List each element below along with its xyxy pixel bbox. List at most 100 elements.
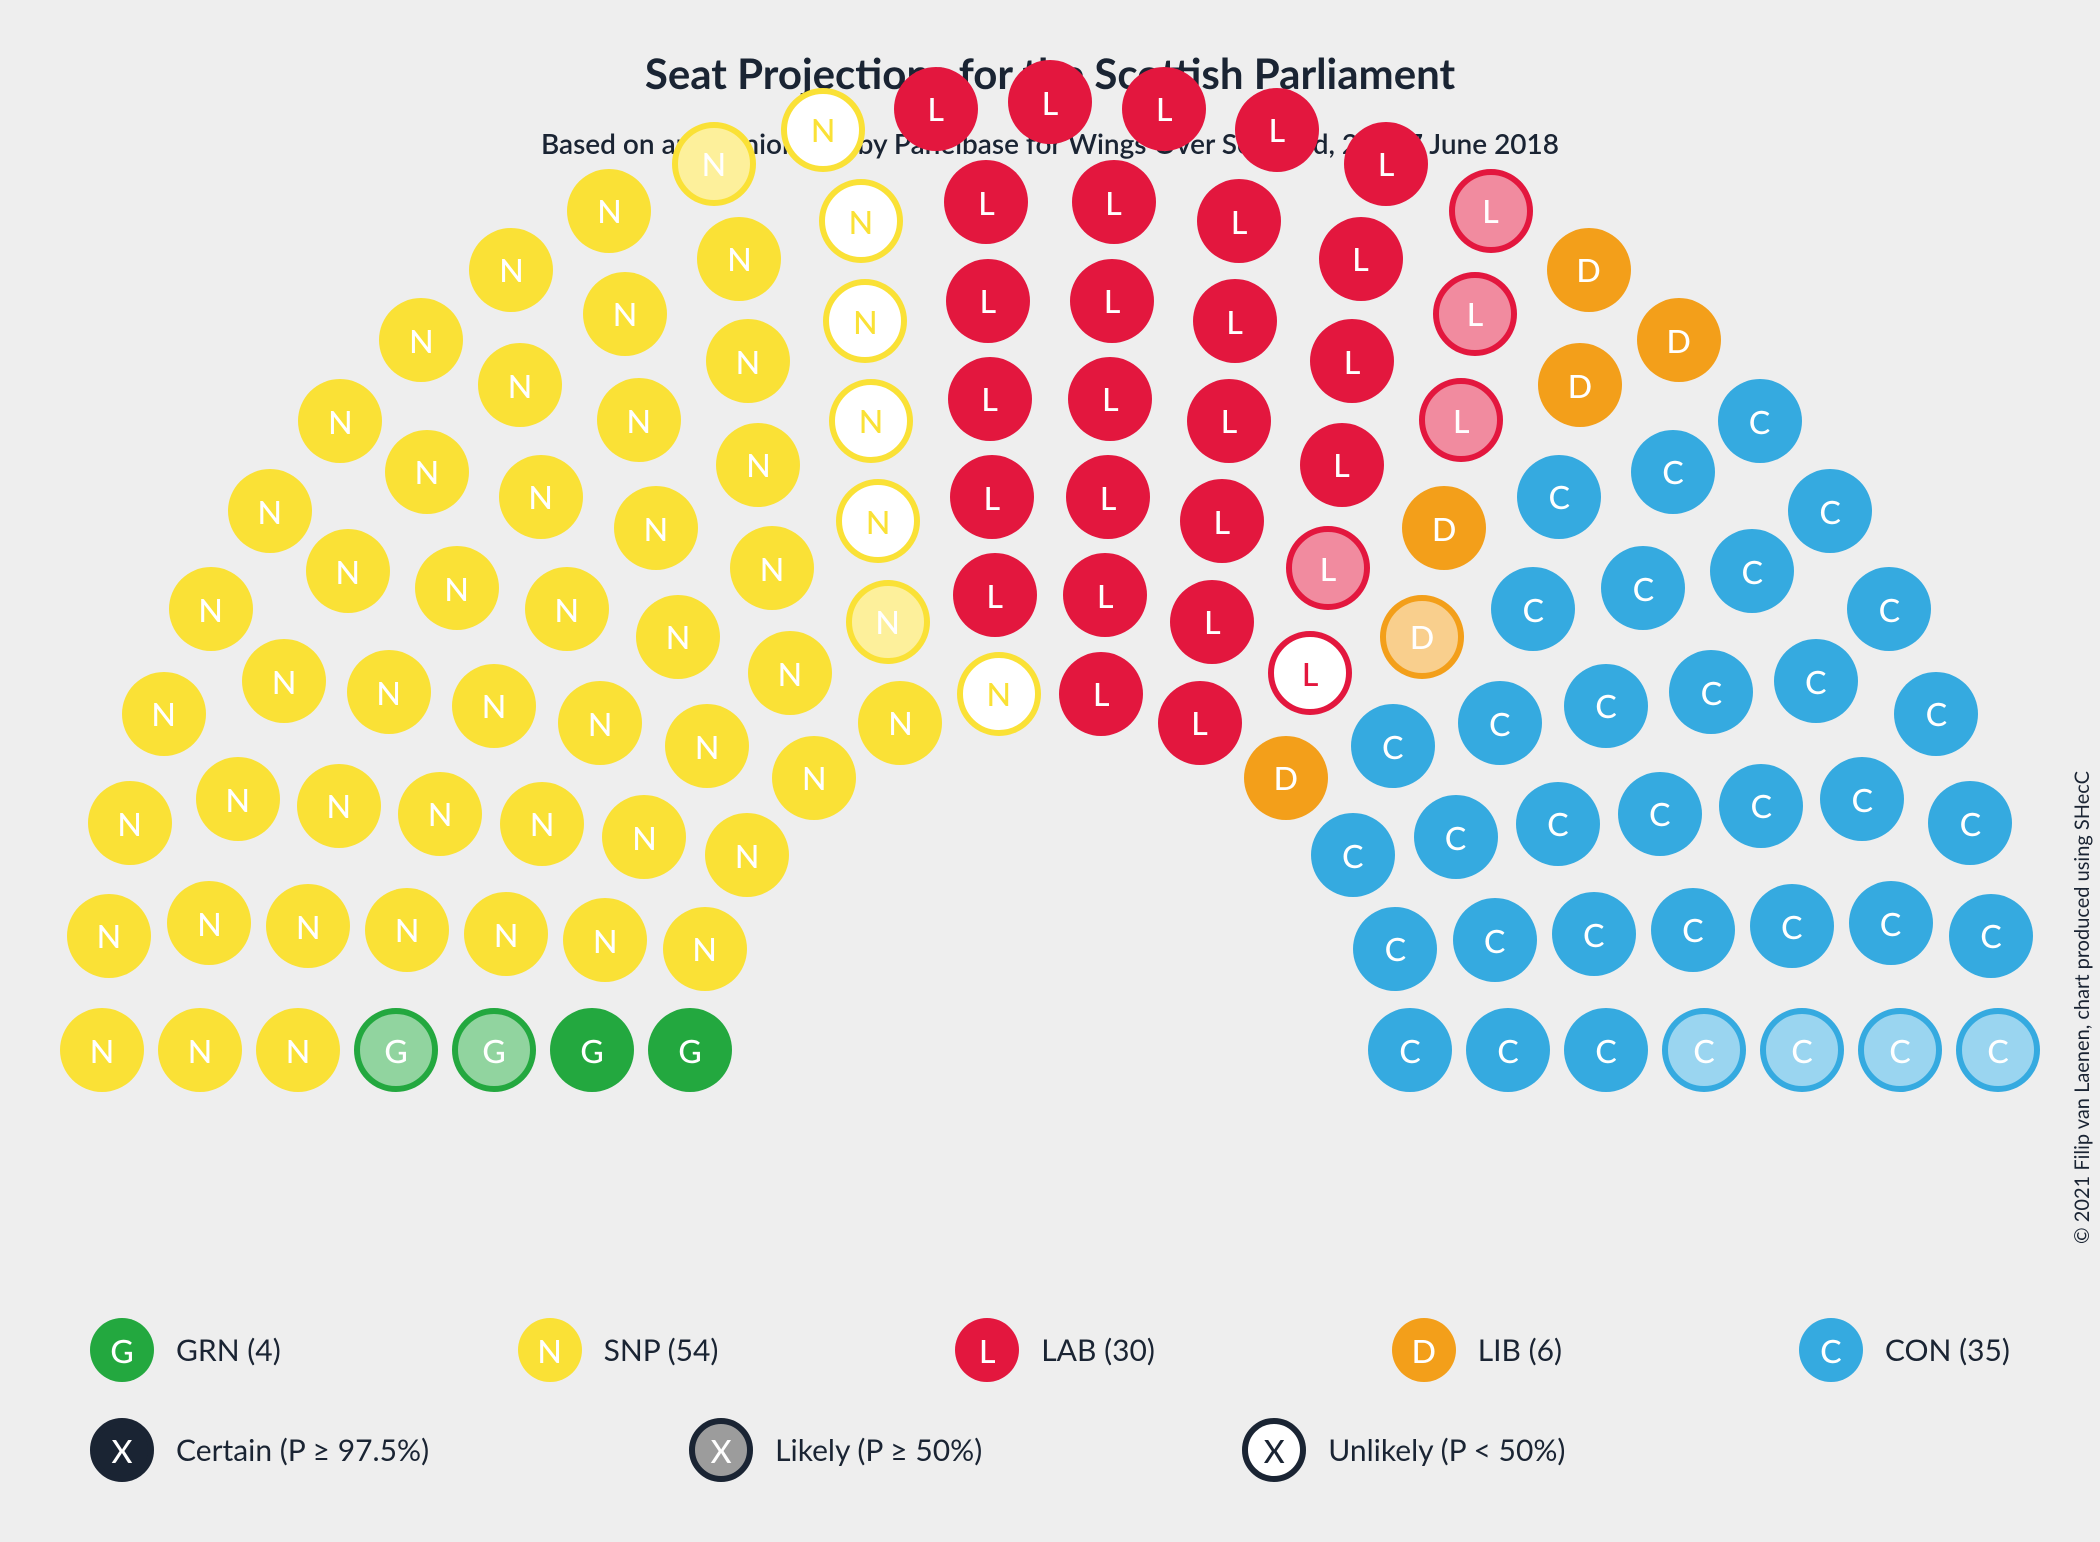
seat: N xyxy=(60,1008,144,1092)
seat: C xyxy=(1820,757,1904,841)
seat: N xyxy=(298,379,382,463)
legend-label: SNP (54) xyxy=(604,1332,719,1368)
seat: N xyxy=(379,298,463,382)
seat: C xyxy=(1564,1008,1648,1092)
seat: N xyxy=(500,782,584,866)
seat: N xyxy=(636,595,720,679)
legend-item-snp: N SNP (54) xyxy=(518,1318,719,1382)
seat: N xyxy=(306,529,390,613)
seat: N xyxy=(415,546,499,630)
seat: N xyxy=(829,379,913,463)
seat: N xyxy=(672,122,756,206)
seat: C xyxy=(1368,1008,1452,1092)
seat: N xyxy=(567,169,651,253)
seat: N xyxy=(499,455,583,539)
legend-label: CON (35) xyxy=(1885,1332,2010,1368)
seat: L xyxy=(1008,60,1092,144)
seat: D xyxy=(1380,595,1464,679)
seat: L xyxy=(944,160,1028,244)
seat: G xyxy=(354,1008,438,1092)
seat: C xyxy=(1847,567,1931,651)
seat: L xyxy=(1344,122,1428,206)
seat: D xyxy=(1637,298,1721,382)
legend-parties: GGRN (4)NSNP (54)LLAB (30)DLIB (6)CCON (… xyxy=(90,1318,2010,1382)
seat: N xyxy=(385,430,469,514)
seat: D xyxy=(1538,343,1622,427)
seat: N xyxy=(398,772,482,856)
seat: N xyxy=(663,907,747,991)
seat: L xyxy=(1193,279,1277,363)
seat: N xyxy=(858,681,942,765)
seat: C xyxy=(1466,1008,1550,1092)
seat: L xyxy=(946,259,1030,343)
legend-prob-certain: XCertain (P ≥ 97.5%) xyxy=(90,1418,429,1482)
seat: L xyxy=(1122,67,1206,151)
seat: N xyxy=(256,1008,340,1092)
seat: N xyxy=(452,664,536,748)
legend-label: GRN (4) xyxy=(176,1332,281,1368)
seat: C xyxy=(1662,1008,1746,1092)
seat: C xyxy=(1928,781,2012,865)
legend-probability: XCertain (P ≥ 97.5%)XLikely (P ≥ 50%)XUn… xyxy=(90,1418,2010,1482)
seat: N xyxy=(772,736,856,820)
hemicycle-chart: GGGGNNNNNNNNNNNNNNNNNNNNNNNNNNNNNNNNNNNN… xyxy=(100,170,2000,1170)
seat: L xyxy=(953,553,1037,637)
seat: C xyxy=(1949,894,2033,978)
seat: L xyxy=(1072,160,1156,244)
seat: C xyxy=(1956,1008,2040,1092)
seat: N xyxy=(365,888,449,972)
seat: C xyxy=(1774,639,1858,723)
legend-label: Likely (P ≥ 50%) xyxy=(775,1432,982,1468)
seat: L xyxy=(1300,423,1384,507)
seat: N xyxy=(558,681,642,765)
seat: N xyxy=(347,650,431,734)
chart-credit: © 2021 Filip van Laenen, chart produced … xyxy=(2070,771,2094,1244)
seat: N xyxy=(122,672,206,756)
seat: L xyxy=(950,455,1034,539)
legend-dot: N xyxy=(518,1318,582,1382)
seat: N xyxy=(469,228,553,312)
legend-dot: X xyxy=(1242,1418,1306,1482)
seat: L xyxy=(1158,681,1242,765)
seat: C xyxy=(1788,469,1872,553)
seat: L xyxy=(1066,455,1150,539)
seat: C xyxy=(1849,881,1933,965)
seat: L xyxy=(1059,652,1143,736)
seat: C xyxy=(1491,567,1575,651)
seat: N xyxy=(614,486,698,570)
seat: N xyxy=(597,378,681,462)
seat: N xyxy=(67,894,151,978)
legend-item-grn: GGRN (4) xyxy=(90,1318,281,1382)
seat: L xyxy=(1197,179,1281,263)
seat: N xyxy=(464,892,548,976)
seat: L xyxy=(1319,217,1403,301)
legend-dot: D xyxy=(1392,1318,1456,1382)
seat: D xyxy=(1402,486,1486,570)
seat: C xyxy=(1414,795,1498,879)
seat: N xyxy=(665,704,749,788)
seat: L xyxy=(948,357,1032,441)
seat: C xyxy=(1458,681,1542,765)
seat: L xyxy=(1170,580,1254,664)
seat: L xyxy=(1419,378,1503,462)
seat: N xyxy=(823,279,907,363)
legend-label: Certain (P ≥ 97.5%) xyxy=(176,1432,429,1468)
seat: C xyxy=(1353,907,1437,991)
seat: N xyxy=(705,813,789,897)
legend-item-lib: DLIB (6) xyxy=(1392,1318,1562,1382)
seat: L xyxy=(1433,272,1517,356)
seat: C xyxy=(1710,529,1794,613)
seat: L xyxy=(1068,357,1152,441)
seat: N xyxy=(706,319,790,403)
seat: D xyxy=(1244,736,1328,820)
seat: C xyxy=(1552,892,1636,976)
seat: C xyxy=(1760,1008,1844,1092)
seat: C xyxy=(1564,664,1648,748)
seat: N xyxy=(781,88,865,172)
seat: N xyxy=(748,631,832,715)
seat: L xyxy=(1063,553,1147,637)
legend-label: LAB (30) xyxy=(1041,1332,1155,1368)
seat: D xyxy=(1547,228,1631,312)
seat: L xyxy=(1180,479,1264,563)
seat: N xyxy=(228,469,312,553)
